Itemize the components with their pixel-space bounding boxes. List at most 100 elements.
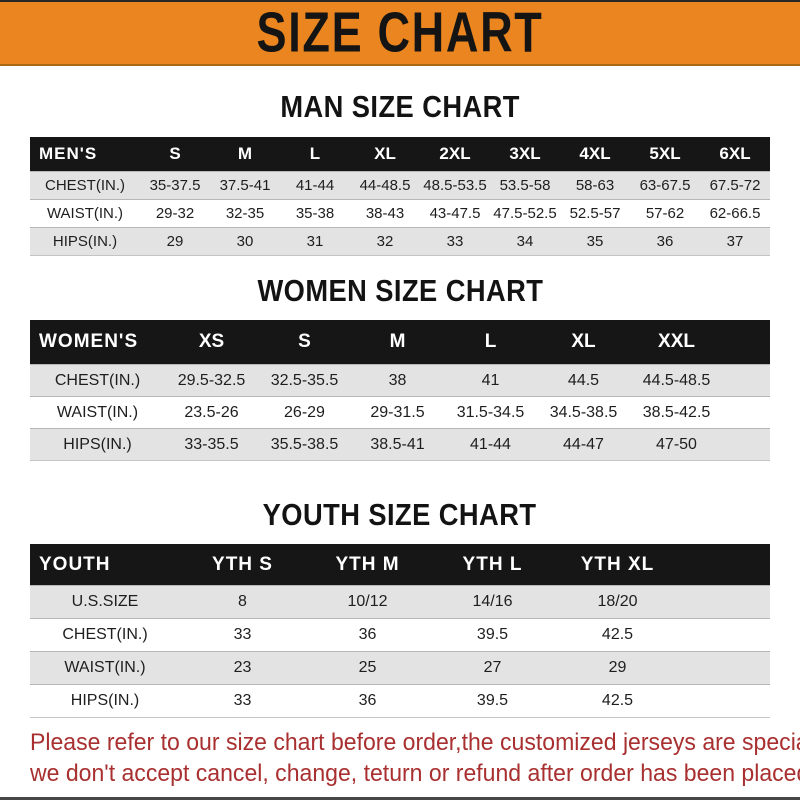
man-section-heading-text: MAN SIZE CHART: [280, 89, 520, 124]
size-cell: 31.5-34.5: [444, 396, 537, 429]
spacer-cell: [723, 320, 770, 365]
men-table-title: MEN'S: [30, 137, 140, 172]
size-cell: 44.5: [537, 364, 630, 397]
men-chest-row: CHEST(IN.) 35-37.5 37.5-41 41-44 44-48.5…: [30, 171, 770, 200]
size-cell: 35-37.5: [140, 171, 210, 200]
size-cell: 23.5-26: [165, 396, 258, 429]
size-cell: 39.5: [430, 618, 555, 652]
size-cell: 23: [180, 651, 305, 685]
size-cell: 29-32: [140, 199, 210, 228]
row-label: HIPS(IN.): [30, 428, 165, 461]
size-cell: 35.5-38.5: [258, 428, 351, 461]
size-cell: 41: [444, 364, 537, 397]
women-size-table: WOMEN'S XS S M L XL XXL CHEST(IN.) 29.5-…: [30, 320, 770, 461]
size-cell: 38-43: [350, 199, 420, 228]
row-label: CHEST(IN.): [30, 171, 140, 200]
column-header: L: [280, 137, 350, 172]
size-cell: 8: [180, 585, 305, 619]
size-cell: 58-63: [560, 171, 630, 200]
size-cell: 38.5-42.5: [630, 396, 723, 429]
row-label: HIPS(IN.): [30, 227, 140, 256]
banner-title: SIZE CHART: [256, 0, 544, 64]
row-label: WAIST(IN.): [30, 199, 140, 228]
size-cell: 33: [180, 684, 305, 718]
footer-note: Please refer to our size chart before or…: [30, 727, 800, 789]
column-header: XL: [537, 320, 630, 365]
note-line-1: Please refer to our size chart before or…: [30, 729, 800, 756]
size-cell: 62-66.5: [700, 199, 770, 228]
youth-size-table: YOUTH YTH S YTH M YTH L YTH XL U.S.SIZE …: [30, 544, 770, 718]
row-label: WAIST(IN.): [30, 396, 165, 429]
size-cell: 27: [430, 651, 555, 685]
spacer-cell: [680, 651, 770, 685]
spacer-cell: [723, 364, 770, 397]
column-header: M: [351, 320, 444, 365]
size-cell: 18/20: [555, 585, 680, 619]
size-cell: 32: [350, 227, 420, 256]
size-cell: 52.5-57: [560, 199, 630, 228]
row-label: CHEST(IN.): [30, 618, 180, 652]
size-cell: 36: [305, 684, 430, 718]
column-header: 5XL: [630, 137, 700, 172]
size-cell: 42.5: [555, 618, 680, 652]
size-cell: 34.5-38.5: [537, 396, 630, 429]
youth-table-title: YOUTH: [30, 544, 180, 586]
size-cell: 14/16: [430, 585, 555, 619]
size-cell: 26-29: [258, 396, 351, 429]
column-header: YTH S: [180, 544, 305, 586]
column-header: 4XL: [560, 137, 630, 172]
men-hips-row: HIPS(IN.) 29 30 31 32 33 34 35 36 37: [30, 227, 770, 256]
spacer-cell: [680, 618, 770, 652]
man-section-heading: MAN SIZE CHART: [0, 90, 800, 123]
size-cell: 33: [180, 618, 305, 652]
size-cell: 35-38: [280, 199, 350, 228]
size-cell: 25: [305, 651, 430, 685]
bottom-border: [0, 797, 800, 800]
women-hips-row: HIPS(IN.) 33-35.5 35.5-38.5 38.5-41 41-4…: [30, 428, 770, 461]
size-cell: 37.5-41: [210, 171, 280, 200]
row-label: HIPS(IN.): [30, 684, 180, 718]
youth-ussize-row: U.S.SIZE 8 10/12 14/16 18/20: [30, 585, 770, 619]
men-size-table: MEN'S S M L XL 2XL 3XL 4XL 5XL 6XL CHEST…: [30, 137, 770, 256]
column-header: M: [210, 137, 280, 172]
size-cell: 44-47: [537, 428, 630, 461]
size-cell: 47-50: [630, 428, 723, 461]
size-cell: 57-62: [630, 199, 700, 228]
column-header: L: [444, 320, 537, 365]
youth-waist-row: WAIST(IN.) 23 25 27 29: [30, 651, 770, 685]
column-header: XS: [165, 320, 258, 365]
size-cell: 47.5-52.5: [490, 199, 560, 228]
size-cell: 48.5-53.5: [420, 171, 490, 200]
men-header-row: MEN'S S M L XL 2XL 3XL 4XL 5XL 6XL: [30, 137, 770, 172]
women-section-heading-text: WOMEN SIZE CHART: [257, 273, 543, 308]
youth-header-row: YOUTH YTH S YTH M YTH L YTH XL: [30, 544, 770, 586]
banner: SIZE CHART: [0, 0, 800, 66]
size-cell: 33: [420, 227, 490, 256]
men-waist-row: WAIST(IN.) 29-32 32-35 35-38 38-43 43-47…: [30, 199, 770, 228]
column-header: YTH XL: [555, 544, 680, 586]
size-cell: 43-47.5: [420, 199, 490, 228]
women-table-title: WOMEN'S: [30, 320, 165, 365]
size-cell: 29.5-32.5: [165, 364, 258, 397]
size-cell: 35: [560, 227, 630, 256]
size-cell: 44-48.5: [350, 171, 420, 200]
youth-section-heading-text: YOUTH SIZE CHART: [263, 497, 537, 532]
youth-hips-row: HIPS(IN.) 33 36 39.5 42.5: [30, 684, 770, 718]
column-header: 2XL: [420, 137, 490, 172]
row-label: WAIST(IN.): [30, 651, 180, 685]
spacer-cell: [680, 585, 770, 619]
note-line-2: we don't accept cancel, change, teturn o…: [30, 760, 800, 787]
youth-section-heading: YOUTH SIZE CHART: [0, 498, 800, 531]
size-cell: 31: [280, 227, 350, 256]
size-cell: 39.5: [430, 684, 555, 718]
women-waist-row: WAIST(IN.) 23.5-26 26-29 29-31.5 31.5-34…: [30, 396, 770, 429]
column-header: 6XL: [700, 137, 770, 172]
column-header: YTH M: [305, 544, 430, 586]
size-cell: 30: [210, 227, 280, 256]
size-cell: 38: [351, 364, 444, 397]
size-cell: 32-35: [210, 199, 280, 228]
spacer-cell: [723, 396, 770, 429]
column-header: XL: [350, 137, 420, 172]
women-header-row: WOMEN'S XS S M L XL XXL: [30, 320, 770, 365]
